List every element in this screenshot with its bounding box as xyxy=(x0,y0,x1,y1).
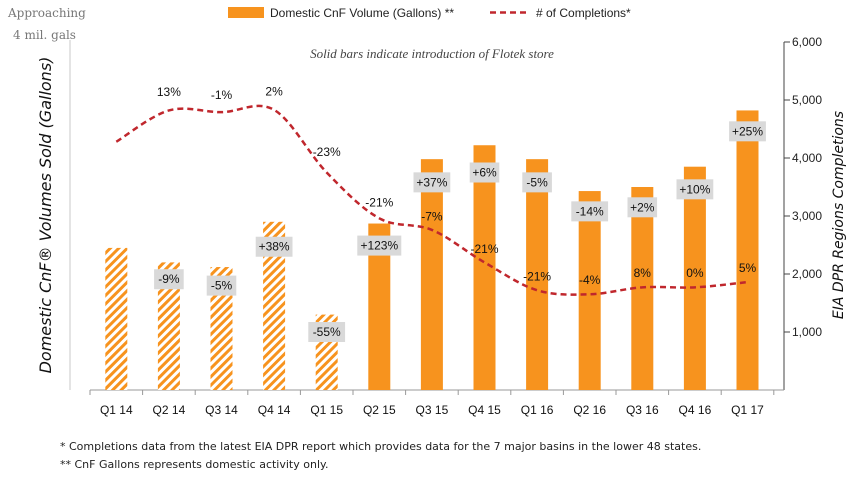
bar-change-label: +10% xyxy=(679,182,710,196)
x-tick-label: Q3 15 xyxy=(416,403,449,417)
bar-change-label: +6% xyxy=(472,166,497,180)
x-tick-label: Q1 14 xyxy=(100,403,133,417)
y-axis-right-title: EIA DPR Regions Completions xyxy=(831,111,847,319)
bar-label-box xyxy=(308,322,346,342)
line-change-label: -21% xyxy=(470,242,498,256)
bar-label-box xyxy=(571,201,609,222)
bar-label-box xyxy=(413,172,451,193)
legend-line-label: # of Completions* xyxy=(536,6,631,20)
x-tick-label: Q4 14 xyxy=(258,403,291,417)
x-tick-label: Q4 16 xyxy=(679,403,712,417)
x-tick-label: Q2 14 xyxy=(153,403,186,417)
bars xyxy=(105,110,759,390)
bar-q3-15 xyxy=(420,159,443,390)
bar-label-box xyxy=(255,236,293,257)
bar-q1-17 xyxy=(736,110,759,390)
bar-q4-16 xyxy=(683,166,706,390)
bar-label-box xyxy=(206,275,237,296)
bar-label-box xyxy=(729,121,766,142)
y-right-tick-label: 3,000 xyxy=(792,209,822,223)
y-right-tick-label: 6,000 xyxy=(792,35,822,49)
line-change-label: -1% xyxy=(211,88,233,102)
y-axis-left-title: Domestic CnF® Volumes Sold (Gallons) xyxy=(36,57,55,374)
bar-q2-15 xyxy=(368,223,391,390)
bar-change-label: +38% xyxy=(259,240,290,254)
y-axis-right-ticks: 1,000 2,000 3,000 4,000 5,000 6,000 xyxy=(784,35,822,339)
legend-bar-swatch xyxy=(228,7,264,18)
bar-change-label: +2% xyxy=(630,200,655,214)
bar-label-box xyxy=(357,235,402,256)
x-tick-label: Q1 15 xyxy=(310,403,343,417)
x-tick-label: Q1 17 xyxy=(731,403,764,417)
line-change-label: -23% xyxy=(313,145,341,159)
y-right-tick-label: 4,000 xyxy=(792,151,822,165)
legend: Domestic CnF Volume (Gallons) ** # of Co… xyxy=(228,6,631,20)
bar-label-box xyxy=(154,269,184,290)
line-change-label: -21% xyxy=(523,269,551,283)
line-change-label: 2% xyxy=(265,84,283,98)
bar-q1-14 xyxy=(105,247,128,390)
x-tick-label: Q2 16 xyxy=(573,403,606,417)
bar-label-box xyxy=(469,162,500,183)
chart-subtitle: Solid bars indicate introduction of Flot… xyxy=(310,46,554,61)
line-change-label: 5% xyxy=(739,261,757,275)
line-change-label: -4% xyxy=(579,273,601,287)
x-tick-label: Q2 15 xyxy=(363,403,396,417)
bar-q4-15 xyxy=(473,145,496,390)
bar-change-label: +25% xyxy=(732,124,763,138)
bar-q2-14 xyxy=(157,262,180,390)
bar-q3-14 xyxy=(210,267,233,390)
footnote-1: * Completions data from the latest EIA D… xyxy=(60,440,702,453)
line-change-label: 13% xyxy=(157,85,181,99)
y-right-tick-label: 5,000 xyxy=(792,93,822,107)
x-tick-label: Q4 15 xyxy=(468,403,501,417)
corner-note-line-1: Approaching xyxy=(8,6,86,20)
bar-label-box xyxy=(627,197,658,218)
line-change-label: -7% xyxy=(421,210,443,224)
line-change-label: -21% xyxy=(365,196,393,210)
x-tick-label: Q1 16 xyxy=(521,403,554,417)
x-tick-label: Q3 14 xyxy=(205,403,238,417)
x-tick-label: Q3 16 xyxy=(626,403,659,417)
bar-q2-16 xyxy=(578,191,601,390)
line-change-label: 0% xyxy=(686,266,704,280)
y-right-tick-label: 1,000 xyxy=(792,325,822,339)
completions-line xyxy=(115,104,748,296)
bar-q1-16 xyxy=(526,159,549,390)
y-right-tick-label: 2,000 xyxy=(792,267,822,281)
bar-change-label: -14% xyxy=(576,204,604,218)
bar-q4-14 xyxy=(263,221,286,390)
bar-labels: -9% -5% +38% -55% +123% +37% +6% -5% -14% +2% +10%… xyxy=(154,121,766,342)
bar-label-box xyxy=(676,179,714,200)
corner-note-line-2: 4 mil. gals xyxy=(13,28,76,42)
footnote-2: ** CnF Gallons represents domestic activ… xyxy=(60,458,329,471)
line-change-label: 8% xyxy=(634,266,652,280)
x-axis-ticks: Q1 14 Q2 14 Q3 14 Q4 14 Q1 15 Q2 15 Q3 15 Q4 15… xyxy=(89,390,775,417)
bar-change-label: -5% xyxy=(526,175,548,189)
line-labels: 13% -1% 2% -23% -21% -7% -21% -21% -4% 8% 0% 5% xyxy=(157,84,757,286)
legend-bar-label: Domestic CnF Volume (Gallons) ** xyxy=(270,6,454,20)
bar-change-label: +123% xyxy=(360,239,398,253)
bar-change-label: -55% xyxy=(313,325,341,339)
bar-change-label: +37% xyxy=(416,175,447,189)
bar-change-label: -9% xyxy=(158,272,180,286)
bar-change-label: -5% xyxy=(211,279,233,293)
bar-label-box xyxy=(522,172,552,193)
